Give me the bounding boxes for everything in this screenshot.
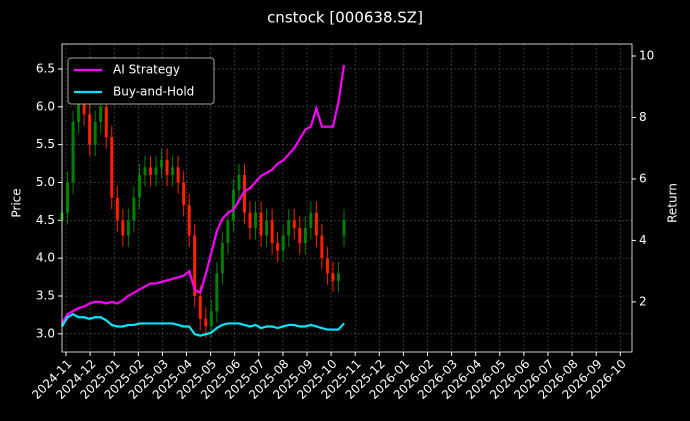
candle-body [215, 273, 219, 312]
line-series [61, 65, 346, 324]
candle-body [287, 220, 291, 236]
y-tick-label: 3.0 [36, 326, 55, 340]
candle-body [248, 212, 252, 228]
candle-body [160, 159, 164, 168]
candle-body [182, 182, 186, 206]
y2-tick-label: 6 [639, 171, 647, 185]
candle-body [110, 137, 114, 198]
candle-body [231, 190, 235, 221]
candle-body [99, 106, 103, 122]
candle-body [220, 243, 224, 274]
candle-body [137, 174, 141, 198]
candle-body [281, 235, 285, 251]
candle-body [259, 212, 263, 236]
candle-body [88, 114, 92, 145]
y-tick-label: 3.5 [36, 289, 55, 303]
candle-body [93, 121, 97, 145]
candle-body [143, 167, 147, 175]
candle-body [254, 212, 258, 228]
candle-body [309, 212, 313, 228]
candle-body [165, 159, 169, 175]
candle-body [265, 220, 269, 236]
candle-body [336, 273, 340, 281]
legend-label: Buy-and-Hold [113, 85, 194, 99]
candle-body [298, 227, 302, 244]
candle-body [66, 182, 70, 213]
chart-title: cnstock [000638.SZ] [267, 9, 423, 27]
y2-tick-label: 10 [639, 48, 654, 62]
y-axis-label: Price [10, 188, 24, 217]
candle-body [104, 106, 108, 138]
y2-axis-label: Return [666, 183, 680, 223]
candle-body [303, 227, 307, 244]
line-series [61, 312, 345, 337]
candle-body [154, 167, 158, 175]
candle-body [126, 220, 130, 236]
y-tick-label: 5.5 [36, 137, 55, 151]
candle-body [209, 311, 213, 327]
candle-body [193, 235, 197, 296]
y2-tick-label: 8 [639, 110, 647, 124]
legend-label: AI Strategy [113, 63, 180, 77]
candle-body [176, 167, 180, 183]
legend-box [67, 57, 215, 105]
candle-body [198, 296, 202, 319]
y-tick-label: 6.5 [36, 61, 55, 75]
candle-body [77, 91, 81, 122]
candle-body [187, 205, 191, 236]
plot-frame [61, 43, 633, 353]
candle-body [242, 174, 246, 213]
y2-tick-label: 2 [639, 294, 647, 308]
y-tick-label: 5.0 [36, 175, 55, 189]
candle-body [276, 243, 280, 251]
y-tick-label: 4.5 [36, 213, 55, 227]
candle-body [115, 197, 119, 221]
legend: AI Strategy Buy-and-Hold [67, 57, 215, 105]
candle-body [204, 318, 208, 327]
candle-body [331, 273, 335, 281]
candle-body [270, 220, 274, 244]
candle-body [226, 220, 230, 244]
y-tick-label: 6.0 [36, 99, 55, 113]
candle-body [237, 174, 241, 191]
candle-body [121, 220, 125, 236]
candle-body [342, 220, 346, 236]
candle-body [325, 258, 329, 274]
candle-body [320, 235, 324, 259]
y-tick-label: 4.0 [36, 251, 55, 265]
candle-body [71, 121, 75, 183]
candle-body [132, 197, 136, 221]
candle-body [148, 167, 152, 175]
candle-body [314, 212, 318, 236]
candle-body [292, 220, 296, 228]
candle-body [171, 167, 175, 175]
y2-tick-label: 4 [639, 233, 647, 247]
